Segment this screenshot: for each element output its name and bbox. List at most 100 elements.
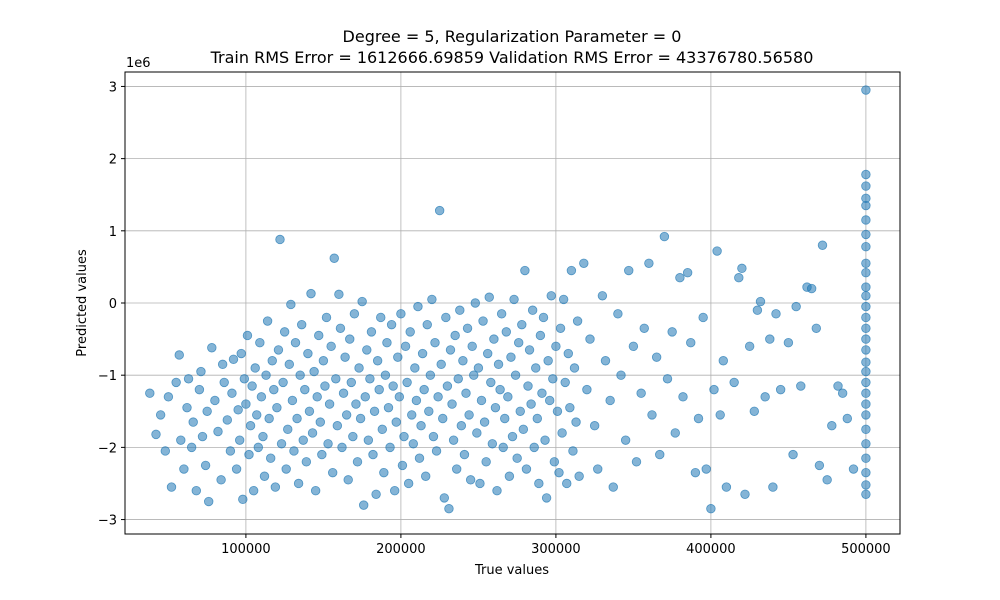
scatter-point xyxy=(408,439,419,449)
scatter-point xyxy=(712,246,722,256)
scatter-point xyxy=(572,316,583,326)
scatter-point xyxy=(160,446,171,456)
scatter-point xyxy=(419,384,429,395)
scatter-point xyxy=(318,356,329,366)
scatter-point xyxy=(814,460,825,471)
scatter-point xyxy=(531,363,541,373)
scatter-point xyxy=(842,413,853,424)
scatter-point xyxy=(534,478,544,489)
scatter-point xyxy=(345,334,355,344)
scatter-point xyxy=(222,415,233,425)
scatter-point xyxy=(292,413,302,424)
scatter-point xyxy=(861,439,871,449)
scatter-point xyxy=(377,424,388,435)
scatter-point xyxy=(715,410,725,420)
scatter-point xyxy=(690,467,701,478)
scatter-point xyxy=(434,205,445,216)
scatter-point xyxy=(734,273,744,283)
scatter-point xyxy=(422,319,432,330)
scatter-point xyxy=(563,348,574,359)
scatter-point xyxy=(817,240,828,250)
scatter-point xyxy=(582,384,592,395)
scatter-point xyxy=(202,406,212,416)
scatter-point xyxy=(768,482,778,492)
scatter-point xyxy=(631,457,642,467)
scatter-point xyxy=(861,267,871,278)
scatter-point xyxy=(174,350,184,360)
scatter-point xyxy=(236,348,246,359)
scatter-point xyxy=(473,363,484,373)
scatter-point xyxy=(462,323,473,333)
scatter-point xyxy=(391,417,401,427)
scatter-point xyxy=(366,327,377,337)
scatter-point xyxy=(456,421,467,431)
scatter-point xyxy=(279,327,290,337)
scatter-point xyxy=(200,460,211,471)
scatter-point xyxy=(452,464,462,474)
scatter-point xyxy=(515,406,525,416)
scatter-point xyxy=(493,359,504,370)
scatter-point xyxy=(861,467,871,478)
scatter-point xyxy=(848,464,859,474)
y-axis-offset-label: 1e6 xyxy=(126,56,151,71)
scatter-point xyxy=(324,399,335,409)
scatter-point xyxy=(740,489,750,499)
scatter-point xyxy=(453,374,463,384)
scatter-point xyxy=(568,446,578,456)
scatter-point xyxy=(309,366,319,377)
scatter-point xyxy=(244,449,254,460)
scatter-point xyxy=(861,366,871,377)
scatter-point xyxy=(407,410,417,420)
scatter-point xyxy=(430,338,440,348)
scatter-point xyxy=(752,305,763,315)
scatter-point xyxy=(414,453,425,463)
scatter-point xyxy=(861,388,871,398)
y-tick-label: −2 xyxy=(98,441,117,456)
scatter-point xyxy=(512,453,522,463)
scatter-point xyxy=(380,370,391,380)
scatter-point xyxy=(425,370,436,380)
scatter-point xyxy=(571,417,581,427)
y-axis-ticks: −3 −2 −1 0 1 2 3 xyxy=(98,80,125,529)
scatter-point xyxy=(176,435,186,445)
scatter-point xyxy=(861,200,871,211)
scatter-point xyxy=(183,374,194,384)
scatter-point xyxy=(284,359,295,370)
scatter-point xyxy=(354,363,364,373)
scatter-point xyxy=(295,370,305,380)
scatter-point xyxy=(399,431,409,442)
chart-title-line-1: Degree = 5, Regularization Parameter = 0 xyxy=(343,27,682,46)
scatter-point xyxy=(548,374,558,384)
scatter-point xyxy=(554,467,564,478)
scatter-point xyxy=(500,413,510,424)
scatter-point xyxy=(374,384,384,395)
scatter-point xyxy=(301,457,312,467)
x-tick-label: 500000 xyxy=(841,542,891,557)
scatter-point xyxy=(266,453,276,463)
scatter-point xyxy=(546,291,556,301)
scatter-point xyxy=(352,457,363,467)
scatter-point xyxy=(565,402,575,413)
scatter-point xyxy=(207,343,217,353)
scatter-point xyxy=(297,319,307,330)
scatter-point xyxy=(670,428,680,438)
scatter-point xyxy=(620,435,631,445)
scatter-point xyxy=(239,374,250,384)
scatter-point xyxy=(503,392,513,402)
scatter-point xyxy=(560,377,570,388)
scatter-point xyxy=(492,485,502,496)
scatter-point xyxy=(351,399,361,409)
scatter-point xyxy=(213,426,223,437)
scatter-point xyxy=(417,348,428,359)
scatter-point xyxy=(478,316,488,326)
scatter-point xyxy=(365,374,375,384)
scatter-point xyxy=(537,388,547,398)
scatter-point xyxy=(343,475,353,485)
scatter-point xyxy=(718,356,729,366)
scatter-point xyxy=(379,467,389,478)
scatter-point xyxy=(527,305,538,315)
scatter-point xyxy=(667,327,677,337)
scatter-point xyxy=(182,402,192,413)
scatter-point xyxy=(331,374,341,384)
scatter-point xyxy=(337,442,347,453)
